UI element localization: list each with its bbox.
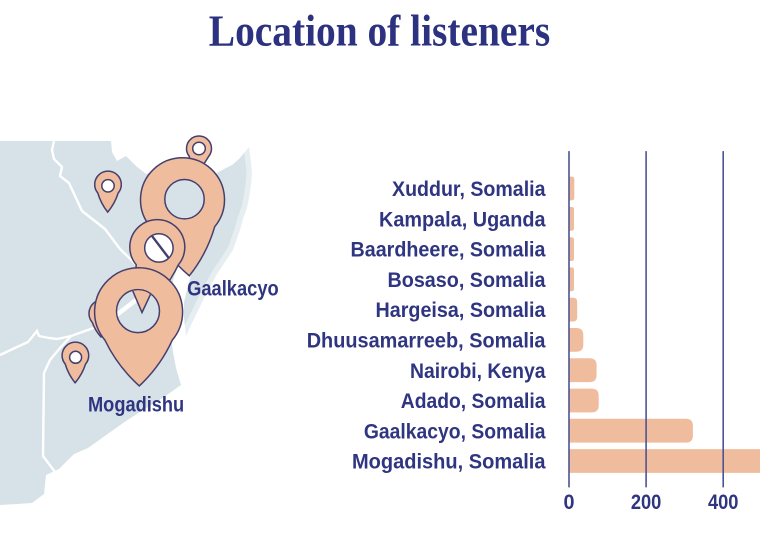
svg-text:Bosaso, Somalia: Bosaso, Somalia <box>388 269 546 292</box>
svg-text:Gaalkacyo, Somalia: Gaalkacyo, Somalia <box>364 420 546 443</box>
svg-text:Adado, Somalia: Adado, Somalia <box>401 390 546 413</box>
svg-text:Baardheere, Somalia: Baardheere, Somalia <box>351 239 546 262</box>
svg-text:Xuddur, Somalia: Xuddur, Somalia <box>392 178 546 201</box>
svg-text:Mogadishu, Somalia: Mogadishu, Somalia <box>352 451 546 474</box>
svg-text:Kampala, Uganda: Kampala, Uganda <box>379 208 546 231</box>
svg-text:Mogadishu: Mogadishu <box>88 394 184 417</box>
svg-text:Hargeisa, Somalia: Hargeisa, Somalia <box>376 299 546 322</box>
svg-text:400: 400 <box>708 491 739 514</box>
svg-text:Dhuusamarreeb, Somalia: Dhuusamarreeb, Somalia <box>307 330 546 353</box>
svg-text:Gaalkacyo: Gaalkacyo <box>187 277 279 300</box>
svg-text:200: 200 <box>631 491 662 514</box>
svg-text:0: 0 <box>564 491 575 514</box>
svg-text:Location of listeners: Location of listeners <box>209 7 550 56</box>
svg-text:Nairobi, Kenya: Nairobi, Kenya <box>410 360 546 383</box>
